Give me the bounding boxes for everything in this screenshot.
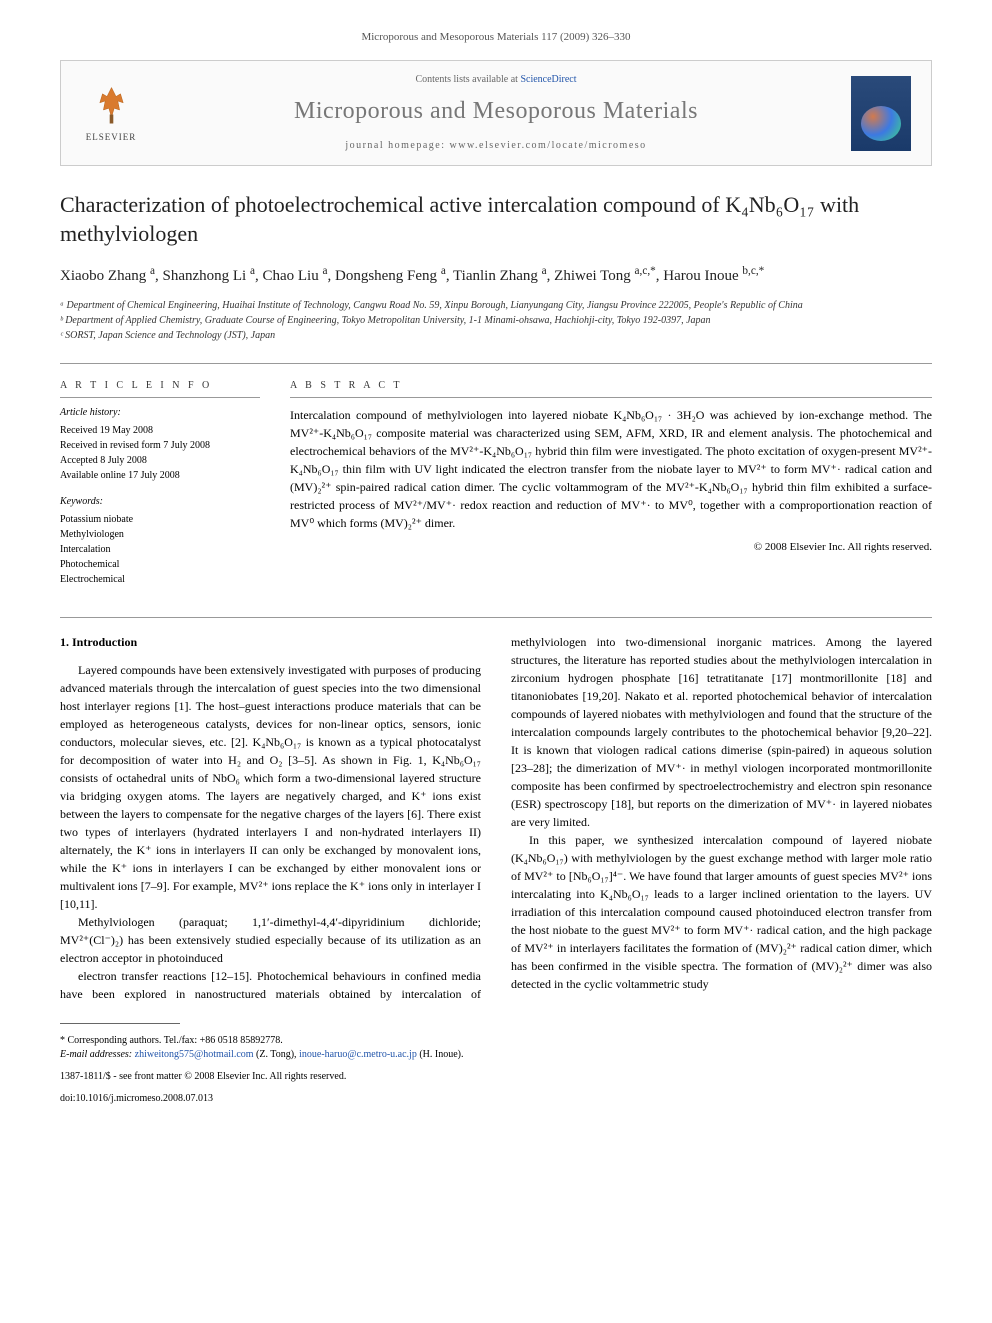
- keyword-line: Electrochemical: [60, 572, 260, 587]
- history-line: Accepted 8 July 2008: [60, 453, 260, 468]
- history-line: Received 19 May 2008: [60, 423, 260, 438]
- contents-available-line: Contents lists available at ScienceDirec…: [161, 73, 831, 87]
- article-info-panel: A R T I C L E I N F O Article history: R…: [60, 379, 260, 587]
- sciencedirect-link[interactable]: ScienceDirect: [520, 74, 576, 85]
- article-history-heading: Article history:: [60, 406, 260, 420]
- history-line: Received in revised form 7 July 2008: [60, 438, 260, 453]
- section-1-heading: 1. Introduction: [60, 633, 481, 651]
- email-label: E-mail addresses:: [60, 1049, 135, 1060]
- running-header: Microporous and Mesoporous Materials 117…: [60, 30, 932, 45]
- front-matter-line: 1387-1811/$ - see front matter © 2008 El…: [60, 1070, 932, 1084]
- abstract-copyright: © 2008 Elsevier Inc. All rights reserved…: [290, 540, 932, 555]
- journal-center: Contents lists available at ScienceDirec…: [141, 73, 851, 153]
- affiliation-line: ᵇ Department of Applied Chemistry, Gradu…: [60, 313, 932, 328]
- abstract-heading: A B S T R A C T: [290, 379, 932, 398]
- history-line: Available online 17 July 2008: [60, 468, 260, 483]
- abstract-panel: A B S T R A C T Intercalation compound o…: [290, 379, 932, 587]
- email-line: E-mail addresses: zhiweitong575@hotmail.…: [60, 1048, 932, 1062]
- section-divider: [60, 363, 932, 364]
- journal-masthead: ELSEVIER Contents lists available at Sci…: [60, 60, 932, 166]
- journal-cover-thumb: [851, 76, 911, 151]
- email-who: (Z. Tong),: [254, 1049, 300, 1060]
- contents-prefix: Contents lists available at: [415, 74, 520, 85]
- section-divider: [60, 617, 932, 618]
- elsevier-tree-icon: [89, 83, 134, 128]
- author-list: Xiaobo Zhang a, Shanzhong Li a, Chao Liu…: [60, 263, 932, 288]
- homepage-url: www.elsevier.com/locate/micromeso: [450, 140, 647, 151]
- affiliations: ᵃ Department of Chemical Engineering, Hu…: [60, 298, 932, 343]
- keyword-line: Intercalation: [60, 542, 260, 557]
- doi-line: doi:10.1016/j.micromeso.2008.07.013: [60, 1092, 932, 1106]
- affiliation-line: ᶜ SORST, Japan Science and Technology (J…: [60, 328, 932, 343]
- keyword-line: Methylviologen: [60, 527, 260, 542]
- keywords-heading: Keywords:: [60, 495, 260, 509]
- journal-homepage-line: journal homepage: www.elsevier.com/locat…: [161, 139, 831, 153]
- keyword-line: Photochemical: [60, 557, 260, 572]
- email-who: (H. Inoue).: [417, 1049, 464, 1060]
- keyword-line: Potassium niobate: [60, 512, 260, 527]
- footnote-separator: [60, 1023, 180, 1024]
- body-paragraph: Layered compounds have been extensively …: [60, 661, 481, 913]
- journal-name: Microporous and Mesoporous Materials: [161, 95, 831, 129]
- corresponding-author-note: * Corresponding authors. Tel./fax: +86 0…: [60, 1034, 932, 1048]
- elsevier-label: ELSEVIER: [86, 131, 137, 144]
- footnotes: * Corresponding authors. Tel./fax: +86 0…: [60, 1034, 932, 1106]
- info-abstract-row: A R T I C L E I N F O Article history: R…: [60, 379, 932, 587]
- affiliation-line: ᵃ Department of Chemical Engineering, Hu…: [60, 298, 932, 313]
- author-email-link[interactable]: zhiweitong575@hotmail.com: [135, 1049, 254, 1060]
- body-paragraph: In this paper, we synthesized intercalat…: [511, 831, 932, 993]
- abstract-text: Intercalation compound of methylviologen…: [290, 406, 932, 532]
- homepage-prefix: journal homepage:: [345, 140, 449, 151]
- article-title: Characterization of photoelectrochemical…: [60, 191, 932, 248]
- body-paragraph: Methylviologen (paraquat; 1,1′-dimethyl-…: [60, 913, 481, 967]
- author-email-link[interactable]: inoue-haruo@c.metro-u.ac.jp: [299, 1049, 417, 1060]
- article-info-heading: A R T I C L E I N F O: [60, 379, 260, 398]
- elsevier-logo: ELSEVIER: [81, 78, 141, 148]
- article-body: 1. Introduction Layered compounds have b…: [60, 633, 932, 1003]
